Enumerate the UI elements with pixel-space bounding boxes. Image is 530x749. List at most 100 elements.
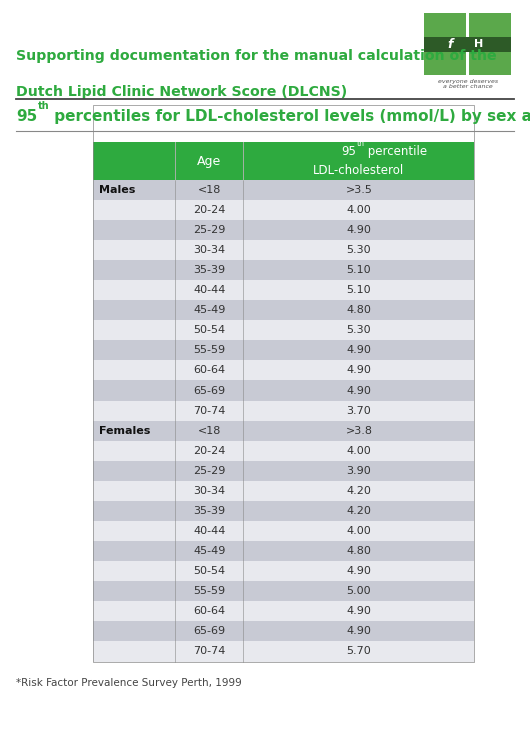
Bar [175,280,243,300]
Bar [175,142,243,180]
Bar [175,180,243,200]
Bar [93,501,175,521]
Text: 30-34: 30-34 [193,486,225,496]
Text: 4.90: 4.90 [347,626,372,637]
Text: <18: <18 [198,185,221,195]
Text: 4.90: 4.90 [347,566,372,576]
Bar [93,461,175,481]
Bar [243,142,474,180]
Bar [243,340,474,360]
Bar [93,380,175,401]
Text: 3.70: 3.70 [347,406,372,416]
Text: 95: 95 [341,145,356,158]
Bar [243,521,474,541]
Bar [93,180,175,200]
Bar [93,581,175,601]
Text: H: H [474,39,483,49]
Text: 65-69: 65-69 [193,626,225,637]
Bar [243,641,474,661]
Bar [175,641,243,661]
Bar [93,340,175,360]
Bar [243,260,474,280]
Bar [93,220,175,240]
Text: 65-69: 65-69 [193,386,225,395]
Text: percentiles for LDL-cholesterol levels (mmol/L) by sex and age*: percentiles for LDL-cholesterol levels (… [49,109,530,124]
Bar [175,220,243,240]
Text: 4.00: 4.00 [347,446,372,455]
Bar [175,541,243,561]
Bar [243,581,474,601]
Text: 5.30: 5.30 [347,325,371,336]
Bar [93,622,175,641]
Bar [243,421,474,440]
Text: 55-59: 55-59 [193,586,225,596]
Text: Males: Males [99,185,136,195]
Text: 55-59: 55-59 [193,345,225,355]
Text: Dutch Lipid Clinic Network Score (DLCNS): Dutch Lipid Clinic Network Score (DLCNS) [16,85,347,99]
Bar [175,360,243,380]
Bar [93,360,175,380]
Text: everyone deserves
a better chance: everyone deserves a better chance [438,79,498,89]
Text: percentile: percentile [364,145,427,158]
Bar [93,300,175,321]
Bar [175,601,243,622]
Bar [93,440,175,461]
Text: 45-49: 45-49 [193,546,225,556]
Text: LDL-cholesterol: LDL-cholesterol [313,163,404,177]
Text: 4.80: 4.80 [347,546,372,556]
Bar [243,380,474,401]
Bar [243,200,474,220]
Bar [93,321,175,340]
Text: 4.80: 4.80 [347,306,372,315]
Bar [243,280,474,300]
Text: 4.20: 4.20 [347,506,372,516]
Text: 4.90: 4.90 [347,225,372,235]
Text: >3.8: >3.8 [346,425,373,436]
Text: 95: 95 [16,109,37,124]
Text: <18: <18 [198,425,221,436]
Bar [93,142,175,180]
Bar [175,260,243,280]
Bar [243,541,474,561]
Text: 45-49: 45-49 [193,306,225,315]
Text: 5.70: 5.70 [347,646,372,656]
Bar [93,561,175,581]
Bar [243,622,474,641]
Text: Females: Females [99,425,151,436]
Bar [243,220,474,240]
Bar [175,581,243,601]
Bar [93,240,175,260]
Text: 25-29: 25-29 [193,225,225,235]
Bar [175,340,243,360]
Bar [93,521,175,541]
Bar [175,380,243,401]
Text: 40-44: 40-44 [193,285,225,295]
Bar [175,440,243,461]
Bar [175,461,243,481]
Bar [243,461,474,481]
Bar [243,561,474,581]
Bar [93,105,474,661]
Text: 5.30: 5.30 [347,245,371,255]
Bar [93,421,175,440]
Text: 25-29: 25-29 [193,466,225,476]
Bar [175,300,243,321]
Bar [243,180,474,200]
Text: *Risk Factor Prevalence Survey Perth, 1999: *Risk Factor Prevalence Survey Perth, 19… [16,678,242,688]
Bar [175,521,243,541]
Text: 50-54: 50-54 [193,566,225,576]
Bar [93,601,175,622]
Text: Supporting documentation for the manual calculation of the: Supporting documentation for the manual … [16,49,497,63]
Text: 30-34: 30-34 [193,245,225,255]
Bar [93,401,175,421]
Bar [175,622,243,641]
Text: 20-24: 20-24 [193,205,225,215]
Text: 3.90: 3.90 [347,466,372,476]
Bar [175,561,243,581]
Bar [243,240,474,260]
Text: 40-44: 40-44 [193,526,225,536]
Text: 50-54: 50-54 [193,325,225,336]
Bar [93,541,175,561]
Bar [175,200,243,220]
Text: th: th [38,100,50,111]
